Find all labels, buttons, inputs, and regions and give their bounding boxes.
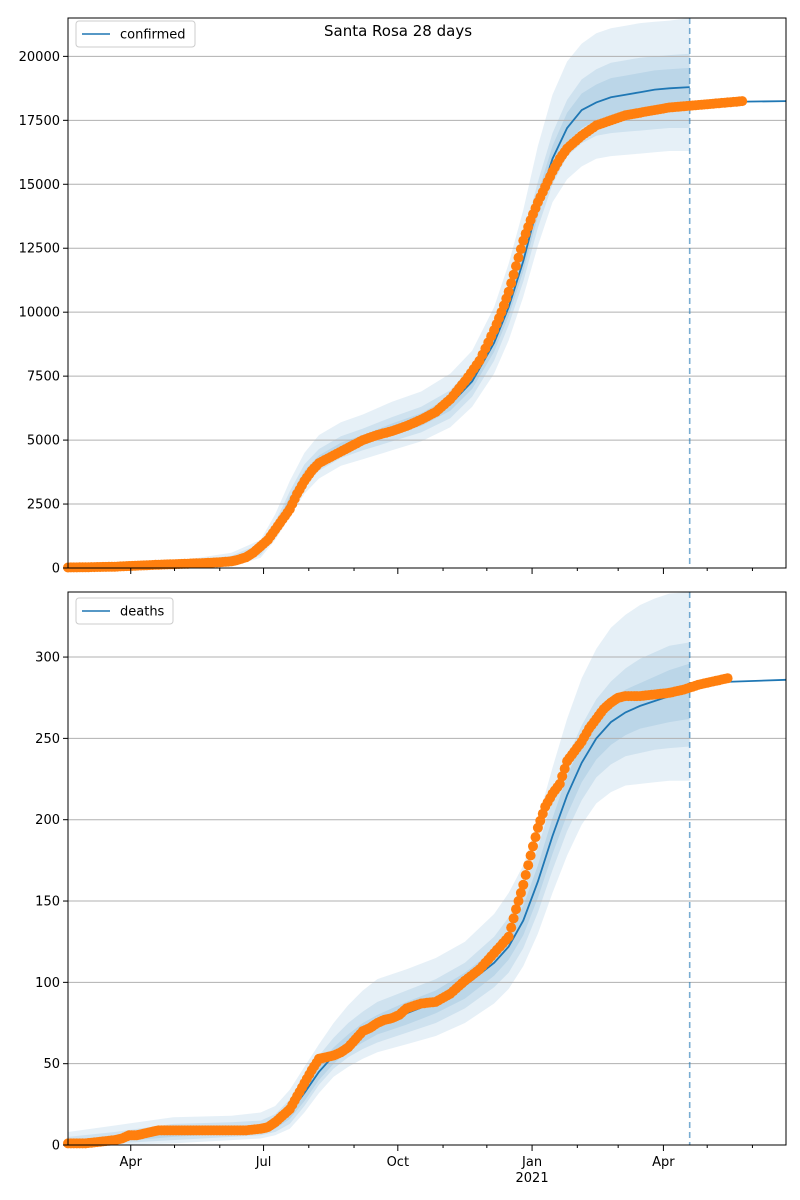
deaths-xtick-label: Jan [521, 1155, 542, 1170]
confirmed-ytick-label: 2500 [27, 498, 60, 513]
confirmed-ytick-label: 0 [52, 562, 60, 577]
deaths-observed-point [554, 778, 565, 789]
confirmed-observed-point [511, 261, 521, 272]
deaths-observed-point [515, 887, 526, 898]
deaths-observed-point [559, 763, 570, 774]
deaths-observed-point [520, 870, 531, 880]
deaths-ytick-label: 0 [52, 1139, 60, 1154]
confirmed-ytick-label: 10000 [19, 306, 60, 321]
confirmed-legend: confirmed [75, 20, 196, 48]
deaths-ytick-label: 150 [35, 895, 60, 910]
deaths-observed-point [530, 832, 541, 843]
deaths-legend: deaths [75, 597, 174, 625]
deaths-ytick-label: 50 [43, 1057, 60, 1072]
deaths-observed-point [513, 896, 524, 906]
confirmed-ytick-label: 20000 [19, 50, 60, 65]
deaths-observed-point [508, 913, 519, 924]
deaths-xtick-label: Oct [387, 1155, 409, 1170]
deaths-ytick-label: 200 [35, 813, 60, 828]
confirmed-band-1 [68, 18, 690, 568]
deaths-xtick-label: Apr [652, 1155, 675, 1170]
deaths-gridlines [68, 656, 786, 1146]
confirmed-ytick-label: 15000 [19, 178, 60, 193]
figure-title: Santa Rosa 28 days [324, 22, 472, 40]
confirmed-observed-point [513, 252, 524, 263]
confirmed-axes-frame [67, 17, 787, 569]
confirmed-observed-point [506, 278, 517, 289]
confirmed-ytick-label: 7500 [27, 370, 60, 385]
deaths-observed-point [557, 771, 568, 782]
deaths-xtick-label: Jul [255, 1155, 272, 1170]
confirmed-panel: 0 2500 5000 7500 10000 12500 15000 17500 20000 c… [19, 17, 787, 577]
deaths-observed-point [511, 904, 521, 915]
confirmed-legend-label: confirmed [120, 28, 186, 43]
confirmed-observed-point [508, 269, 519, 280]
deaths-band-1 [68, 592, 690, 1145]
deaths-observed-point [722, 673, 733, 684]
deaths-observed-point [528, 841, 538, 852]
deaths-legend-label: deaths [120, 605, 165, 620]
deaths-axes-frame [67, 591, 787, 1146]
deaths-ytick-label: 300 [35, 651, 60, 666]
deaths-legend-frame [75, 597, 174, 625]
confirmed-observed-point [737, 96, 748, 107]
deaths-ytick-label: 100 [35, 976, 60, 991]
confirmed-legend-frame [75, 20, 196, 48]
deaths-observed-point [523, 860, 534, 871]
deaths-observed-point [503, 931, 514, 942]
confirmed-band-2 [68, 53, 690, 569]
deaths-xtick-label: Apr [120, 1155, 143, 1170]
confirmed-observed-point [515, 244, 526, 255]
confirmed-ytick-label: 5000 [27, 434, 60, 449]
confirmed-observed-points [63, 96, 748, 573]
confirmed-observed-point [503, 286, 514, 297]
deaths-observed-point [525, 850, 536, 861]
deaths-ytick-label: 250 [35, 732, 60, 747]
confirmed-ytick-label: 17500 [19, 114, 60, 129]
confirmed-confidence-bands [68, 18, 690, 569]
deaths-observed-point [518, 879, 529, 890]
confirmed-ytick-label: 12500 [19, 242, 60, 257]
confirmed-axes: 0 2500 5000 7500 10000 12500 15000 17500 20000 [19, 17, 787, 577]
deaths-observed-point [506, 922, 517, 933]
deaths-xtick-year-label: 2021 [516, 1171, 549, 1186]
deaths-observed-points [63, 673, 733, 1149]
